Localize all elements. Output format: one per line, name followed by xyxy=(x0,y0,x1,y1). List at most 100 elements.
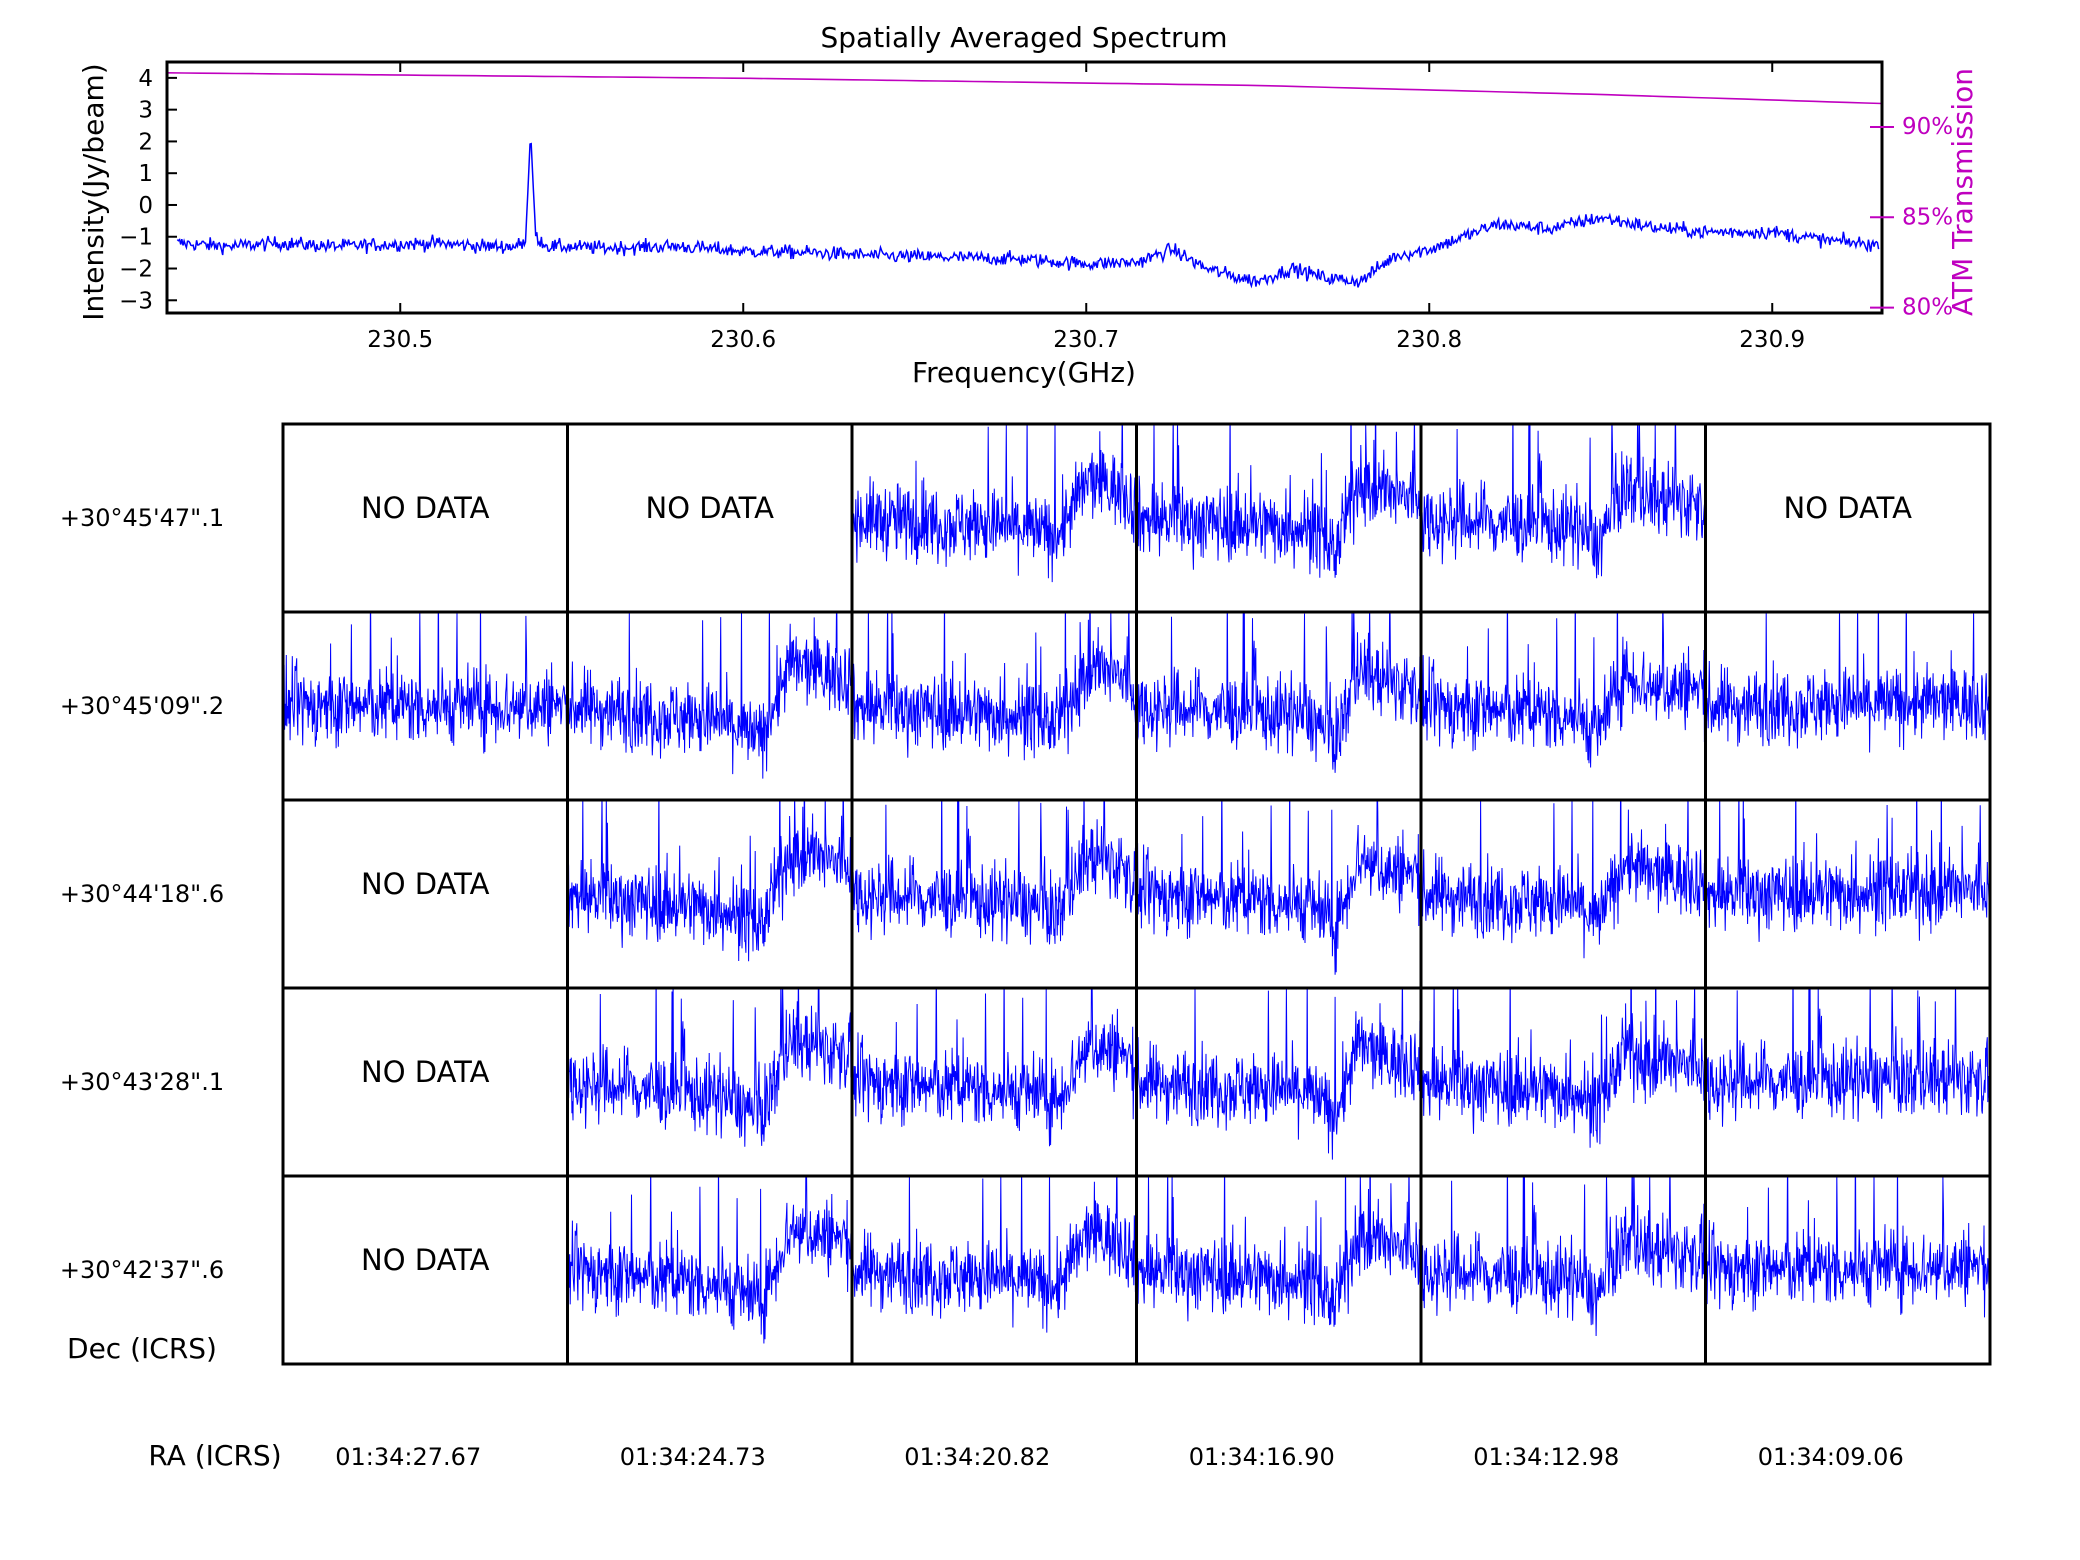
cell-spectrum-line xyxy=(1705,988,1990,1127)
plot-frame xyxy=(165,60,1884,315)
cell-spectrum-line xyxy=(567,612,852,779)
dec-row-label: +30°45'09".2 xyxy=(60,692,224,720)
grid-cell: NO DATA xyxy=(566,422,854,614)
grid-cell: NO DATA xyxy=(281,986,569,1178)
x-tick-label: 230.5 xyxy=(367,327,433,353)
y2-tick-label: 80% xyxy=(1902,295,1953,321)
x-axis-label: Frequency(GHz) xyxy=(912,356,1136,389)
atm-transmission-line xyxy=(167,72,1882,105)
y-tick-label: 1 xyxy=(138,161,153,187)
dec-row-label: +30°43'28".1 xyxy=(60,1068,224,1096)
no-data-label: NO DATA xyxy=(646,491,775,525)
grid-cell xyxy=(1419,422,1707,614)
grid-cell: NO DATA xyxy=(281,798,569,990)
averaged-spectrum-plot xyxy=(167,72,1882,289)
chart-title: Spatially Averaged Spectrum xyxy=(821,21,1228,54)
ra-column-label: 01:34:09.06 xyxy=(1758,1443,1904,1471)
grid-cell xyxy=(1135,422,1423,614)
x-tick-label: 230.7 xyxy=(1053,327,1119,353)
grid-cell xyxy=(281,610,569,802)
grid-cell xyxy=(566,1174,854,1366)
grid-cell xyxy=(1419,986,1707,1178)
dec-row-label: +30°44'18".6 xyxy=(60,880,224,908)
ra-column-label: 01:34:12.98 xyxy=(1473,1443,1619,1471)
cell-spectrum-line xyxy=(852,612,1137,761)
y2-tick-label: 90% xyxy=(1902,114,1953,140)
cell-spectrum-line xyxy=(1421,988,1706,1148)
cell-spectrum-line xyxy=(1136,988,1421,1160)
grid-cell: NO DATA xyxy=(281,422,569,614)
cell-spectrum-line xyxy=(852,424,1137,583)
grid-cell xyxy=(1704,1174,1992,1366)
grid-cell xyxy=(850,422,1138,614)
ra-column-label: 01:34:27.67 xyxy=(335,1443,481,1471)
cell-spectrum-line xyxy=(1421,424,1706,579)
no-data-label: NO DATA xyxy=(1784,491,1913,525)
x-axis-ticks: 230.5 230.6 230.7 230.8 230.9 xyxy=(367,62,1805,353)
cell-spectrum-line xyxy=(1705,612,1990,753)
y2-axis-label: ATM Transmission xyxy=(1946,68,1979,316)
cell-frame xyxy=(566,798,854,990)
cell-spectrum-line xyxy=(283,612,568,758)
x-tick-label: 230.6 xyxy=(710,327,776,353)
y-tick-label: 2 xyxy=(138,129,153,155)
cell-spectrum-line xyxy=(1136,612,1421,773)
grid-cell xyxy=(1704,798,1992,990)
y-tick-label: 3 xyxy=(138,98,153,124)
cell-spectrum-line xyxy=(1136,424,1421,578)
grid-cell xyxy=(1135,1174,1423,1366)
grid-cell xyxy=(1135,986,1423,1178)
cell-spectrum-line xyxy=(1705,800,1990,942)
no-data-label: NO DATA xyxy=(361,1243,490,1277)
y2-tick-label: 85% xyxy=(1902,204,1953,230)
cell-spectrum-line xyxy=(852,800,1137,945)
spectra-grid: +30°45'47".1 NO DATA NO DATA NO DATA +30°45'… xyxy=(60,422,1992,1471)
grid-cell xyxy=(566,610,854,802)
ra-column-label: 01:34:24.73 xyxy=(620,1443,766,1471)
y2-axis-ticks: 80% 85% 90% xyxy=(1870,114,1953,321)
y-axis-label: Intensity(Jy/beam) xyxy=(77,63,110,320)
dec-row-label: +30°42'37".6 xyxy=(60,1256,224,1284)
x-tick-label: 230.9 xyxy=(1739,327,1805,353)
grid-cell: NO DATA xyxy=(1704,422,1992,614)
grid-cell xyxy=(1704,986,1992,1178)
cell-frame xyxy=(1419,986,1707,1178)
no-data-label: NO DATA xyxy=(361,491,490,525)
cell-spectrum-line xyxy=(852,988,1137,1147)
grid-cell xyxy=(850,986,1138,1178)
cell-spectrum-line xyxy=(1421,800,1706,959)
cell-spectrum-line xyxy=(1136,1176,1421,1327)
y-tick-label: −1 xyxy=(119,225,153,251)
cell-frame xyxy=(1135,422,1423,614)
no-data-label: NO DATA xyxy=(361,1055,490,1089)
x-tick-label: 230.8 xyxy=(1396,327,1462,353)
y-tick-label: 0 xyxy=(138,193,153,219)
y-tick-label: 4 xyxy=(138,66,153,92)
grid-cell xyxy=(1135,798,1423,990)
grid-cell xyxy=(566,986,854,1178)
cell-spectrum-line xyxy=(852,1176,1137,1333)
cell-spectrum-line xyxy=(1136,800,1421,975)
cell-spectrum-line xyxy=(1705,1176,1990,1318)
averaged-spectrum-panel: Spatially Averaged Spectrum 230.5 230.6 23… xyxy=(77,21,1979,389)
grid-cell xyxy=(1135,610,1423,802)
cell-spectrum-line xyxy=(567,1176,852,1344)
grid-cell xyxy=(850,610,1138,802)
cell-spectrum-line xyxy=(1421,1176,1706,1337)
ra-column-label: 01:34:16.90 xyxy=(1189,1443,1335,1471)
cell-spectrum-line xyxy=(567,800,852,962)
ra-axis-label: RA (ICRS) xyxy=(148,1439,281,1472)
grid-cell xyxy=(1419,1174,1707,1366)
y-tick-label: −2 xyxy=(119,257,153,283)
cell-spectrum-line xyxy=(1421,612,1706,768)
cell-frame xyxy=(1704,1174,1992,1366)
y-tick-label: −3 xyxy=(119,288,153,314)
grid-cell xyxy=(850,798,1138,990)
dec-axis-label: Dec (ICRS) xyxy=(67,1332,217,1365)
spectrum-line xyxy=(176,142,1880,289)
grid-cell xyxy=(850,1174,1138,1366)
ra-column-label: 01:34:20.82 xyxy=(904,1443,1050,1471)
cell-spectrum-line xyxy=(567,988,852,1147)
no-data-label: NO DATA xyxy=(361,867,490,901)
